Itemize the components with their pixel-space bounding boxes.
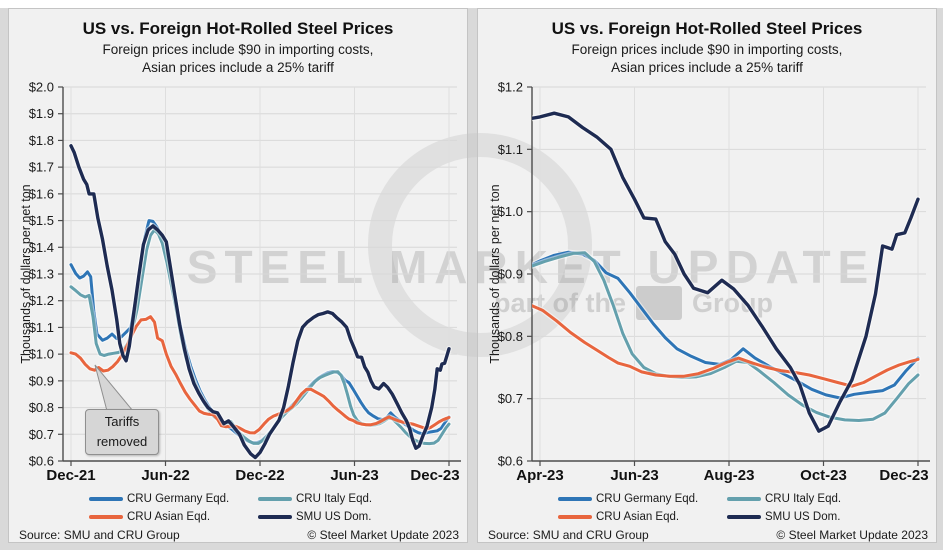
legend-label: CRU Germany Eqd.: [596, 493, 699, 505]
annotation-text-line1: Tariffs: [104, 414, 140, 429]
chart-subtitle-line1: Foreign prices include $90 in importing …: [102, 42, 374, 57]
svg-text:$1.8: $1.8: [29, 133, 54, 148]
svg-text:$1.7: $1.7: [29, 160, 54, 175]
svg-text:Dec-23: Dec-23: [410, 467, 459, 484]
svg-text:Jun-22: Jun-22: [141, 467, 189, 484]
top-margin-strip: [0, 0, 943, 8]
svg-text:$2.0: $2.0: [29, 80, 54, 95]
svg-text:Oct-23: Oct-23: [800, 467, 847, 484]
svg-text:$1.9: $1.9: [29, 106, 54, 121]
svg-text:$1.6: $1.6: [29, 186, 54, 201]
legend-label: CRU Italy Eqd.: [765, 493, 842, 505]
panel-footer: Source: SMU and CRU Group © Steel Market…: [488, 528, 928, 542]
line-chart: $0.6 $0.7 $0.8 $0.9 $1.0 $1.1 $1.2 Apr-23 Jun-23…: [498, 80, 930, 484]
legend-item-asian: CRU Asian Eqd.: [89, 511, 258, 523]
svg-text:$1.1: $1.1: [498, 142, 523, 157]
italy-line-swatch: [727, 497, 761, 501]
svg-text:Jun-23: Jun-23: [330, 467, 378, 484]
chart-panel-left: US vs. Foreign Hot-Rolled Steel Prices F…: [8, 8, 468, 543]
legend-item-smu-us: SMU US Dom.: [727, 511, 896, 523]
legend-item-germany: CRU Germany Eqd.: [89, 493, 258, 505]
legend-label: CRU Germany Eqd.: [127, 493, 230, 505]
legend-label: SMU US Dom.: [296, 511, 372, 523]
tariffs-removed-annotation: Tariffs removed: [85, 409, 159, 455]
svg-text:$1.3: $1.3: [29, 267, 54, 282]
legend-item-asian: CRU Asian Eqd.: [558, 511, 727, 523]
chart-panel-right: US vs. Foreign Hot-Rolled Steel Prices F…: [477, 8, 937, 543]
svg-text:$1.4: $1.4: [29, 240, 54, 255]
copyright-text: © Steel Market Update 2023: [307, 528, 459, 542]
asian-line-swatch: [558, 515, 592, 519]
chart-subtitle-line1: Foreign prices include $90 in importing …: [571, 42, 843, 57]
svg-text:Jun-23: Jun-23: [610, 467, 658, 484]
svg-text:$1.1: $1.1: [29, 320, 54, 335]
svg-text:$0.8: $0.8: [29, 400, 54, 415]
source-text: Source: SMU and CRU Group: [19, 528, 180, 542]
panel-footer: Source: SMU and CRU Group © Steel Market…: [19, 528, 459, 542]
chart-legend: CRU Germany Eqd. CRU Italy Eqd. CRU Asia…: [89, 490, 429, 526]
svg-text:$1.2: $1.2: [29, 293, 54, 308]
chart-legend: CRU Germany Eqd. CRU Italy Eqd. CRU Asia…: [558, 490, 898, 526]
svg-text:Dec-22: Dec-22: [235, 467, 284, 484]
svg-text:$0.7: $0.7: [29, 427, 54, 442]
legend-item-smu-us: SMU US Dom.: [258, 511, 427, 523]
germany-line-swatch: [558, 497, 592, 501]
chart-subtitle-line2: Asian prices include a 25% tariff: [142, 60, 334, 75]
legend-label: SMU US Dom.: [765, 511, 841, 523]
chart-title: US vs. Foreign Hot-Rolled Steel Prices: [82, 19, 394, 38]
svg-text:$0.6: $0.6: [498, 454, 523, 469]
source-text: Source: SMU and CRU Group: [488, 528, 649, 542]
svg-text:$1.0: $1.0: [29, 347, 54, 362]
legend-label: CRU Asian Eqd.: [596, 511, 680, 523]
copyright-text: © Steel Market Update 2023: [776, 528, 928, 542]
svg-text:$1.5: $1.5: [29, 213, 54, 228]
legend-item-italy: CRU Italy Eqd.: [727, 493, 896, 505]
legend-label: CRU Italy Eqd.: [296, 493, 373, 505]
svg-text:Dec-21: Dec-21: [46, 467, 95, 484]
legend-label: CRU Asian Eqd.: [127, 511, 211, 523]
svg-text:$0.6: $0.6: [29, 454, 54, 469]
asian-line-swatch: [89, 515, 123, 519]
svg-text:Aug-23: Aug-23: [704, 467, 755, 484]
smu-us-line-swatch: [258, 515, 292, 519]
svg-text:$0.7: $0.7: [498, 391, 523, 406]
legend-item-italy: CRU Italy Eqd.: [258, 493, 427, 505]
chart-title: US vs. Foreign Hot-Rolled Steel Prices: [551, 19, 863, 38]
svg-text:$0.9: $0.9: [498, 267, 523, 282]
germany-line-swatch: [89, 497, 123, 501]
svg-text:$1.0: $1.0: [498, 204, 523, 219]
svg-text:$0.8: $0.8: [498, 329, 523, 344]
italy-line-swatch: [258, 497, 292, 501]
smu-us-line-swatch: [727, 515, 761, 519]
line-chart: $0.6 $0.7 $0.8 $0.9 $1.0 $1.1 $1.2 $1.3 $1.4 $1.5…: [29, 80, 461, 484]
svg-text:Dec-23: Dec-23: [879, 467, 928, 484]
svg-text:Apr-23: Apr-23: [516, 467, 564, 484]
legend-item-germany: CRU Germany Eqd.: [558, 493, 727, 505]
svg-text:$1.2: $1.2: [498, 80, 523, 95]
svg-text:$0.9: $0.9: [29, 373, 54, 388]
chart-subtitle-line2: Asian prices include a 25% tariff: [611, 60, 803, 75]
annotation-text-line2: removed: [96, 433, 148, 449]
